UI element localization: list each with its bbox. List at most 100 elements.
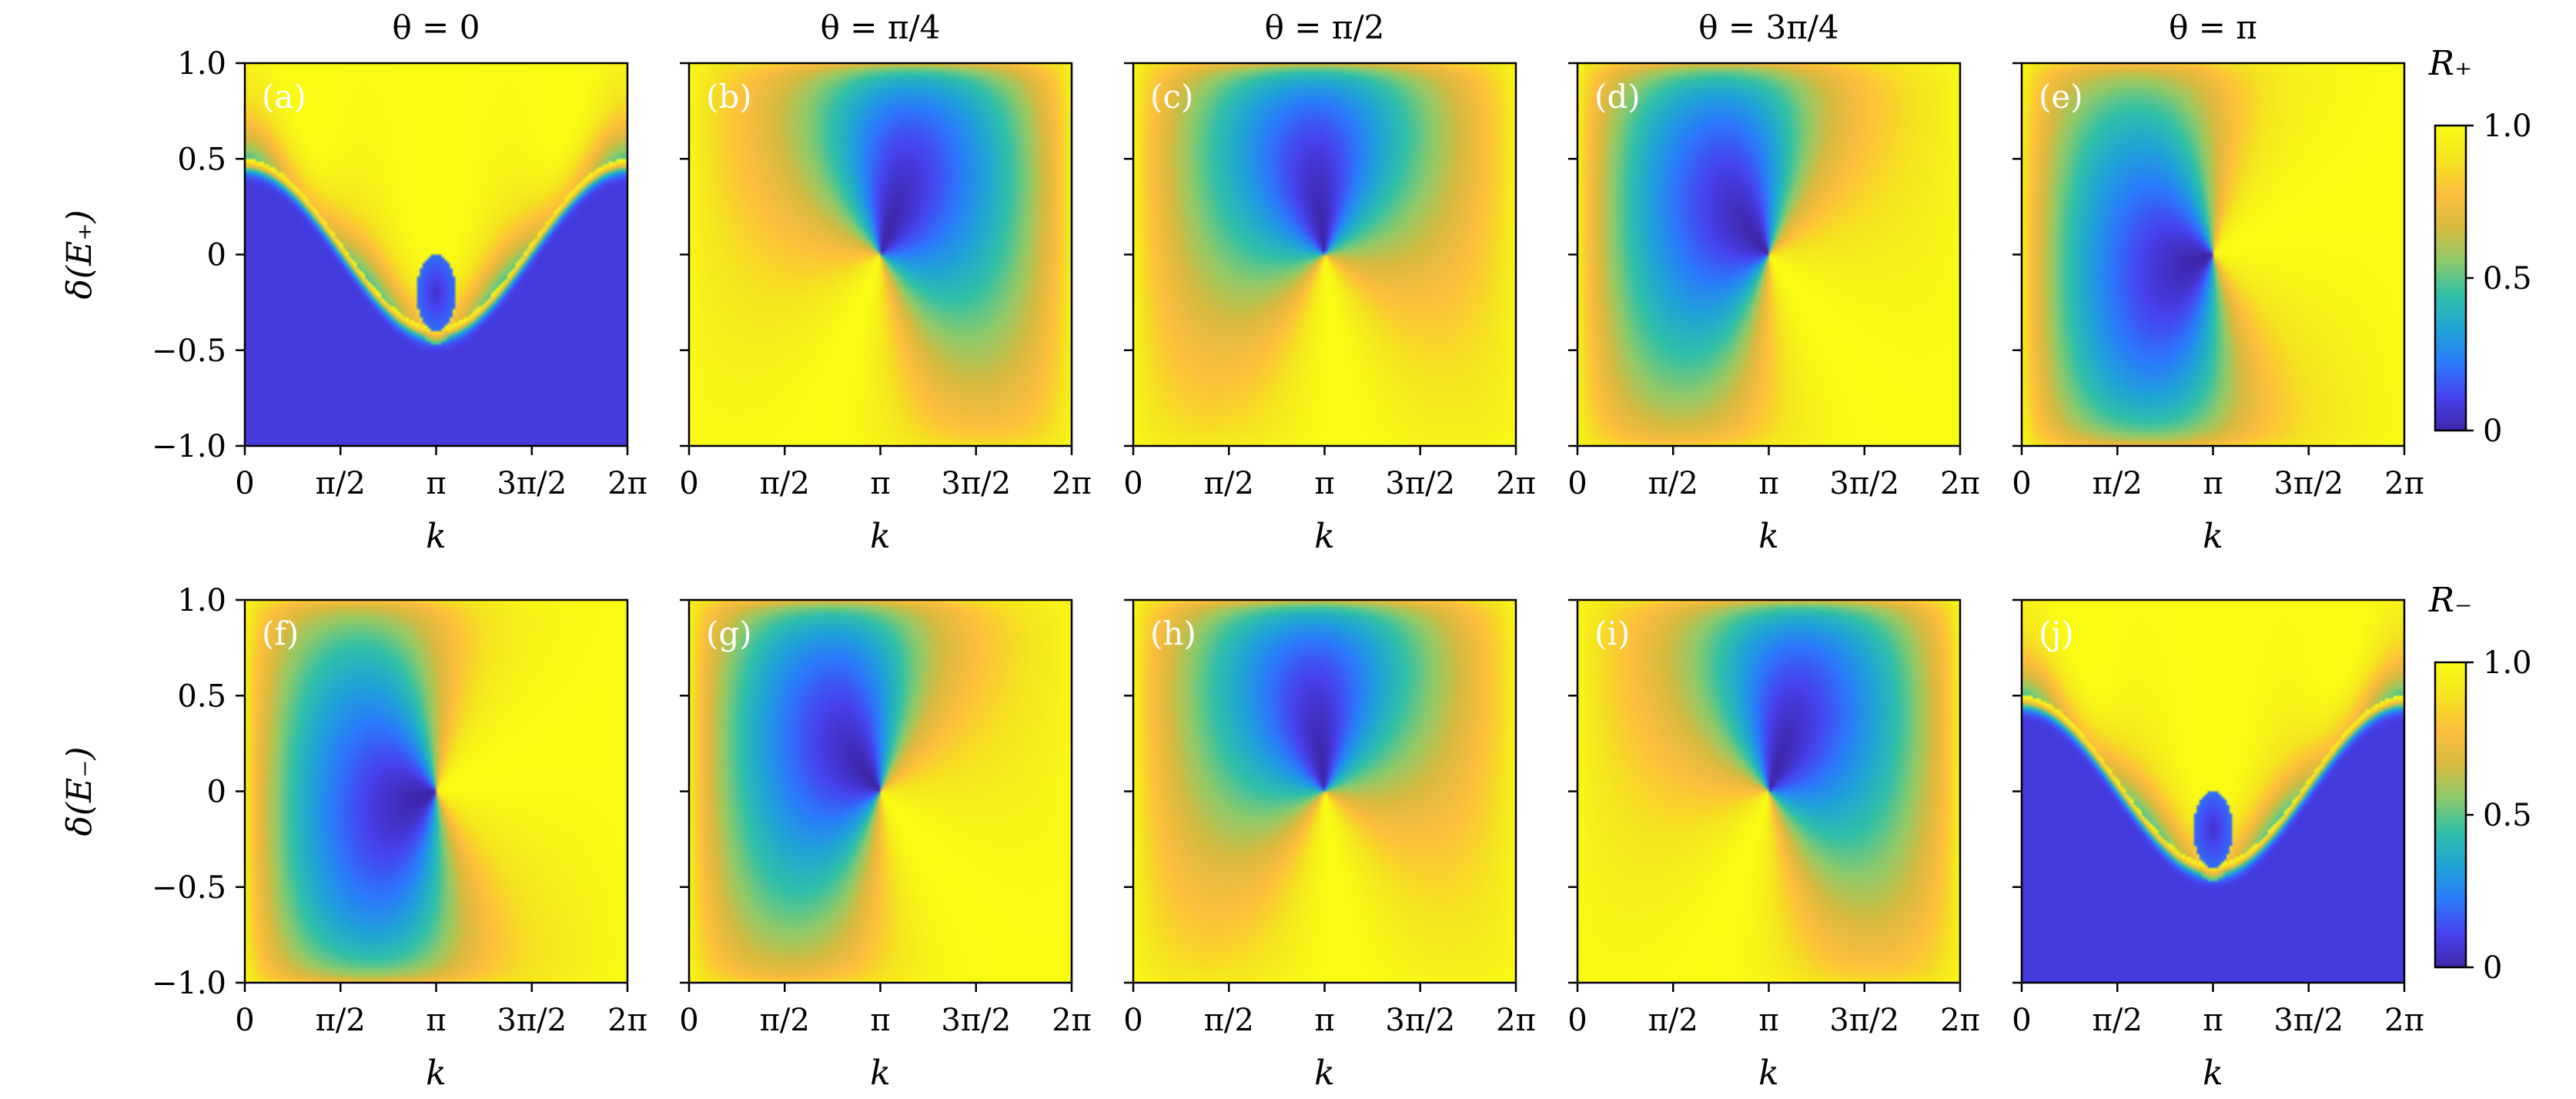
column-title: θ = 0 (393, 8, 480, 46)
x-tick-label: π (1758, 1003, 1778, 1038)
panel-label: (g) (706, 615, 752, 652)
y-tick-label: −0.5 (152, 333, 226, 369)
x-tick-label: π (870, 466, 890, 501)
x-tick-label: 3π/2 (2273, 1003, 2343, 1038)
x-axis-title: k (2203, 1054, 2223, 1093)
x-tick-label: 2π (1940, 1003, 1980, 1038)
heatmap-image (1577, 63, 1960, 446)
panel: (f) 0 π/2 π 3π/2 2π k 1.0 0.5 0 −0.5 −1.0 (152, 583, 647, 1093)
x-tick-label: π (870, 1003, 890, 1038)
x-tick-label: 2π (607, 1003, 647, 1038)
heatmap-image (1577, 600, 1960, 983)
panel: (e) 0 π/2 π 3π/2 2π k (2012, 62, 2424, 556)
x-tick-label: 0 (679, 1003, 698, 1038)
x-tick-label: 3π/2 (1829, 1003, 1899, 1038)
x-tick-label: π (1758, 466, 1778, 501)
x-tick-label: π (1314, 466, 1334, 501)
x-tick-label: 2π (2384, 1003, 2424, 1038)
panel: (g) 0 π/2 π 3π/2 2π k (679, 598, 1092, 1093)
x-tick-label: π/2 (1204, 1003, 1254, 1038)
x-tick-label: 3π/2 (941, 466, 1011, 501)
x-tick-label: 2π (2384, 466, 2424, 501)
x-tick-label: π/2 (1648, 1003, 1698, 1038)
y-tick-label: 1.0 (177, 583, 226, 618)
x-tick-label: 0 (235, 466, 254, 501)
x-tick-label: π/2 (316, 466, 366, 501)
x-tick-label: π/2 (1648, 466, 1698, 501)
x-tick-label: 3π/2 (1385, 1003, 1455, 1038)
heatmap-image (1133, 600, 1516, 983)
x-tick-label: π (426, 1003, 446, 1038)
colorbar-tick-label: 0 (2483, 414, 2502, 449)
y-tick-label: 0.5 (177, 678, 226, 714)
panel: (c) 0 π/2 π 3π/2 2π k (1123, 62, 1536, 556)
colorbar-tick-label: 0.5 (2483, 798, 2532, 833)
y-tick-label: −1.0 (152, 429, 226, 464)
colorbar: R₊ 1.0 0.5 0 (2428, 44, 2532, 449)
x-tick-label: 0 (235, 1003, 254, 1038)
x-tick-label: 2π (1940, 466, 1980, 501)
x-tick-label: π (426, 466, 446, 501)
x-tick-label: π/2 (760, 466, 810, 501)
y-axis-title: δ(E₊) (60, 209, 99, 299)
heatmap-image (1133, 63, 1516, 446)
colorbar-gradient (2434, 124, 2467, 432)
x-tick-label: 3π/2 (1385, 466, 1455, 501)
x-tick-label: 3π/2 (941, 1003, 1011, 1038)
colorbar: R₋ 1.0 0.5 0 (2428, 581, 2532, 986)
x-tick-label: 2π (1052, 466, 1092, 501)
x-axis-title: k (870, 517, 891, 556)
colorbar-tick-label: 0.5 (2483, 261, 2532, 297)
panel-label: (e) (2039, 78, 2083, 116)
panel: (i) 0 π/2 π 3π/2 2π k (1567, 598, 1980, 1093)
x-tick-label: π/2 (1204, 466, 1254, 501)
panel: (h) 0 π/2 π 3π/2 2π k (1123, 598, 1536, 1093)
y-tick-label: −0.5 (152, 870, 226, 906)
y-tick-label: 1.0 (177, 46, 226, 82)
x-tick-label: 0 (1123, 466, 1142, 501)
heatmap-image (2022, 600, 2404, 983)
x-axis-title: k (1314, 517, 1335, 556)
y-tick-label: 0.5 (177, 142, 226, 177)
column-title: θ = 3π/4 (1698, 8, 1838, 46)
x-tick-label: 0 (2012, 466, 2031, 501)
x-tick-label: 0 (1567, 466, 1587, 501)
x-tick-label: π (1314, 1003, 1334, 1038)
column-title: θ = π (2169, 8, 2257, 46)
panel-label: (j) (2039, 615, 2074, 652)
y-tick-label: −1.0 (152, 966, 226, 1001)
heatmap-image (689, 600, 1072, 983)
x-tick-label: 0 (2012, 1003, 2031, 1038)
x-axis-title: k (1758, 517, 1779, 556)
colorbar-gradient (2434, 661, 2467, 969)
panel-label: (h) (1150, 615, 1196, 652)
x-axis-title: k (426, 1054, 447, 1093)
panel-label: (f) (262, 615, 299, 652)
x-tick-label: 0 (1567, 1003, 1587, 1038)
x-tick-label: 3π/2 (1829, 466, 1899, 501)
x-tick-label: 0 (679, 466, 698, 501)
panel-label: (b) (706, 78, 752, 116)
x-tick-label: 2π (1496, 1003, 1536, 1038)
colorbar-tick-label: 1.0 (2483, 645, 2532, 681)
y-axis-title: δ(E₋) (60, 746, 99, 836)
y-tick-label: 0 (207, 238, 226, 273)
panel-label: (i) (1594, 615, 1630, 652)
y-tick-label: 0 (207, 775, 226, 810)
x-tick-label: π (2203, 1003, 2223, 1038)
x-tick-label: 3π/2 (2273, 466, 2343, 501)
panel: (b) 0 π/2 π 3π/2 2π k (679, 62, 1092, 556)
x-tick-label: π/2 (316, 1003, 366, 1038)
x-tick-label: π (2203, 466, 2223, 501)
column-title: θ = π/4 (821, 8, 941, 46)
heatmap-image (245, 600, 627, 983)
panel-label: (c) (1150, 78, 1193, 116)
x-axis-title: k (426, 517, 447, 556)
x-tick-label: π/2 (760, 1003, 810, 1038)
colorbar-title: R₋ (2428, 581, 2472, 620)
x-axis-title: k (1314, 1054, 1335, 1093)
x-axis-title: k (1758, 1054, 1779, 1093)
panel: (a) 0 π/2 π 3π/2 2π k 1.0 0.5 0 −0.5 −1.0 (152, 46, 647, 556)
